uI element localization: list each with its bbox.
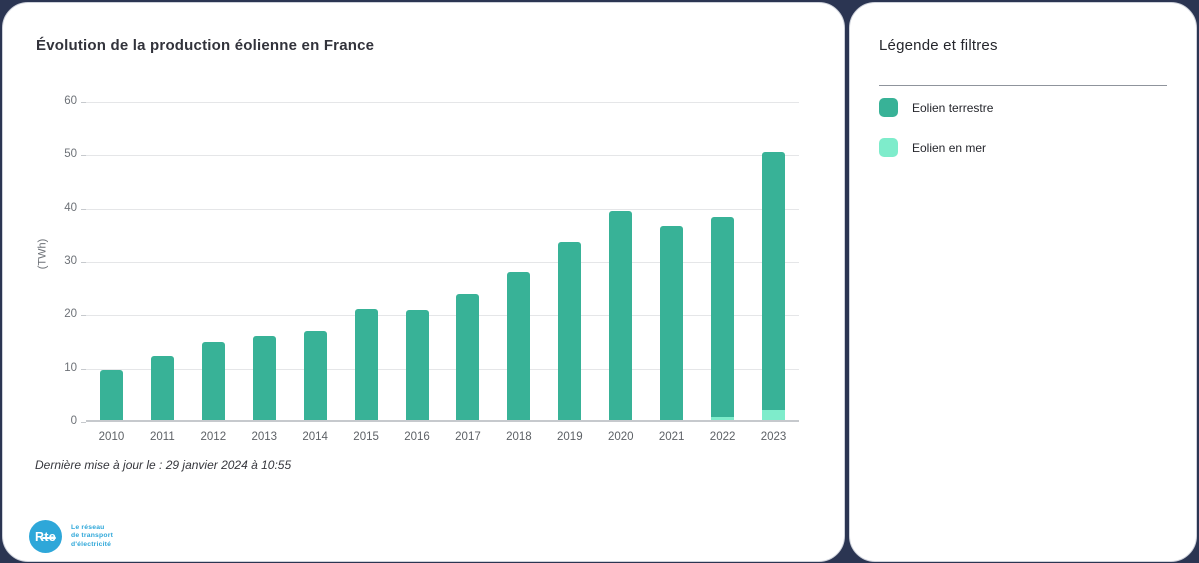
bar-2023-mer[interactable] <box>762 409 786 420</box>
y-tick-label-60: 60 <box>64 95 77 107</box>
bar-2014-terrestre[interactable] <box>303 330 327 420</box>
gridline-50 <box>86 155 799 157</box>
chart-card: Évolution de la production éolienne en F… <box>2 2 845 562</box>
x-tick-label-2013: 2013 <box>251 431 278 443</box>
chart-title: Évolution de la production éolienne en F… <box>36 37 375 54</box>
x-tick-label-2023: 2023 <box>760 431 787 443</box>
x-tick-label-2010: 2010 <box>98 431 125 443</box>
rte-tagline-line1: Le réseau <box>71 523 105 531</box>
x-tick-label-2020: 2020 <box>607 431 634 443</box>
gridline-10 <box>86 368 799 370</box>
gridline-30 <box>86 262 799 263</box>
y-tick-mark-20 <box>81 315 86 317</box>
legend-label-mer: Eolien en mer <box>912 140 987 155</box>
bar-2023-terrestre[interactable] <box>762 152 786 410</box>
gridline-60 <box>86 102 799 103</box>
legend-panel-title: Légende et filtres <box>879 37 998 54</box>
y-tick-label-30: 30 <box>64 255 77 267</box>
rte-logo-mark: Rte <box>35 530 56 544</box>
legend-label-terrestre: Eolien terrestre <box>912 100 994 115</box>
last-update-note: Dernière mise à jour le : 29 janvier 202… <box>35 458 292 472</box>
y-tick-label-50: 50 <box>64 148 77 161</box>
gridline-20 <box>86 315 799 317</box>
rte-logo-crossbar <box>42 537 56 539</box>
x-tick-label-2019: 2019 <box>557 431 583 443</box>
bar-2013-terrestre[interactable] <box>252 336 276 420</box>
legend-divider <box>879 85 1167 86</box>
bar-2012-terrestre[interactable] <box>201 342 225 420</box>
y-tick-mark-60 <box>81 102 86 103</box>
bar-2019-terrestre[interactable] <box>558 242 582 420</box>
x-tick-label-2014: 2014 <box>302 431 328 443</box>
x-tick-label-2021: 2021 <box>658 431 685 443</box>
rte-tagline-line3: d'électricité <box>71 540 112 548</box>
bar-2021-terrestre[interactable] <box>660 225 684 420</box>
x-tick-label-2016: 2016 <box>404 431 430 443</box>
bar-2015-terrestre[interactable] <box>354 308 378 420</box>
x-tick-label-2018: 2018 <box>506 431 532 443</box>
y-tick-mark-30 <box>81 262 86 263</box>
y-tick-mark-10 <box>81 368 86 370</box>
bar-2018-terrestre[interactable] <box>507 272 531 420</box>
bar-2011-terrestre[interactable] <box>150 356 174 420</box>
bar-2022-mer[interactable] <box>711 416 735 420</box>
legend-item-eolien-en-mer[interactable]: Eolien en mer <box>879 138 986 157</box>
y-tick-mark-0 <box>81 422 86 423</box>
x-tick-label-2011: 2011 <box>150 431 175 443</box>
x-tick-label-2012: 2012 <box>200 431 227 443</box>
y-tick-mark-40 <box>81 208 86 210</box>
y-tick-label-10: 10 <box>64 361 77 374</box>
bar-2010-terrestre[interactable] <box>99 369 123 420</box>
rte-tagline-line2: de transport <box>71 532 114 540</box>
bar-2022-terrestre[interactable] <box>711 216 735 417</box>
legend-swatch-mer <box>879 138 898 157</box>
rte-logo-tagline: Le réseau de transport d'électricité <box>71 524 113 549</box>
y-tick-label-20: 20 <box>64 308 77 321</box>
plot-area <box>86 102 799 422</box>
legend-swatch-terrestre <box>879 98 898 117</box>
y-tick-label-40: 40 <box>64 201 77 214</box>
bar-2016-terrestre[interactable] <box>405 309 429 420</box>
y-tick-mark-50 <box>81 155 86 157</box>
bar-2017-terrestre[interactable] <box>456 293 480 420</box>
x-tick-label-2022: 2022 <box>709 431 736 443</box>
x-tick-label-2017: 2017 <box>455 431 481 443</box>
bar-2020-terrestre[interactable] <box>609 210 633 420</box>
legend-item-eolien-terrestre[interactable]: Eolien terrestre <box>879 98 993 117</box>
gridline-40 <box>86 208 799 210</box>
rte-logo-circle-icon: Rte <box>29 520 62 553</box>
y-tick-label-0: 0 <box>70 415 77 427</box>
rte-logo: Rte Le réseau de transport d'électricité <box>29 520 113 553</box>
legend-panel: Légende et filtres Eolien terrestre Eoli… <box>849 2 1197 562</box>
x-tick-label-2015: 2015 <box>353 431 379 443</box>
